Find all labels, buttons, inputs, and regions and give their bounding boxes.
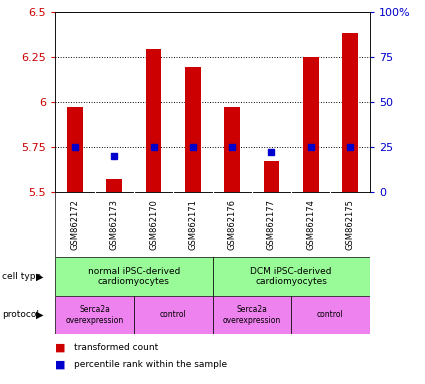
Bar bbox=[264, 161, 279, 192]
Text: percentile rank within the sample: percentile rank within the sample bbox=[74, 360, 227, 369]
Text: ▶: ▶ bbox=[36, 271, 44, 281]
Bar bbox=[185, 68, 201, 192]
Bar bbox=[67, 107, 83, 192]
Text: GSM862171: GSM862171 bbox=[188, 199, 197, 250]
Text: Serca2a
overexpression: Serca2a overexpression bbox=[65, 305, 124, 324]
Text: GSM862175: GSM862175 bbox=[346, 199, 354, 250]
Text: GSM862176: GSM862176 bbox=[228, 199, 237, 250]
Text: GSM862172: GSM862172 bbox=[71, 199, 79, 250]
Bar bbox=[212, 296, 291, 334]
Text: GSM862177: GSM862177 bbox=[267, 199, 276, 250]
Text: transformed count: transformed count bbox=[74, 343, 159, 352]
Bar bbox=[212, 257, 370, 296]
Text: protocol: protocol bbox=[2, 310, 39, 319]
Text: GSM862173: GSM862173 bbox=[110, 199, 119, 250]
Text: ■: ■ bbox=[55, 343, 66, 353]
Text: cell type: cell type bbox=[2, 272, 41, 281]
Text: ■: ■ bbox=[55, 360, 66, 370]
Bar bbox=[146, 50, 162, 192]
Bar bbox=[291, 296, 370, 334]
Text: control: control bbox=[160, 310, 187, 319]
Text: GSM862170: GSM862170 bbox=[149, 199, 158, 250]
Text: GSM862174: GSM862174 bbox=[306, 199, 315, 250]
Bar bbox=[106, 179, 122, 192]
Text: control: control bbox=[317, 310, 344, 319]
Text: normal iPSC-derived
cardiomyocytes: normal iPSC-derived cardiomyocytes bbox=[88, 267, 180, 286]
Bar bbox=[55, 296, 134, 334]
Bar bbox=[224, 107, 240, 192]
Text: DCM iPSC-derived
cardiomyocytes: DCM iPSC-derived cardiomyocytes bbox=[250, 267, 332, 286]
Bar bbox=[303, 56, 319, 192]
Text: ▶: ▶ bbox=[36, 310, 44, 320]
Bar bbox=[134, 296, 212, 334]
Bar bbox=[55, 257, 212, 296]
Text: Serca2a
overexpression: Serca2a overexpression bbox=[223, 305, 281, 324]
Bar bbox=[342, 33, 358, 192]
